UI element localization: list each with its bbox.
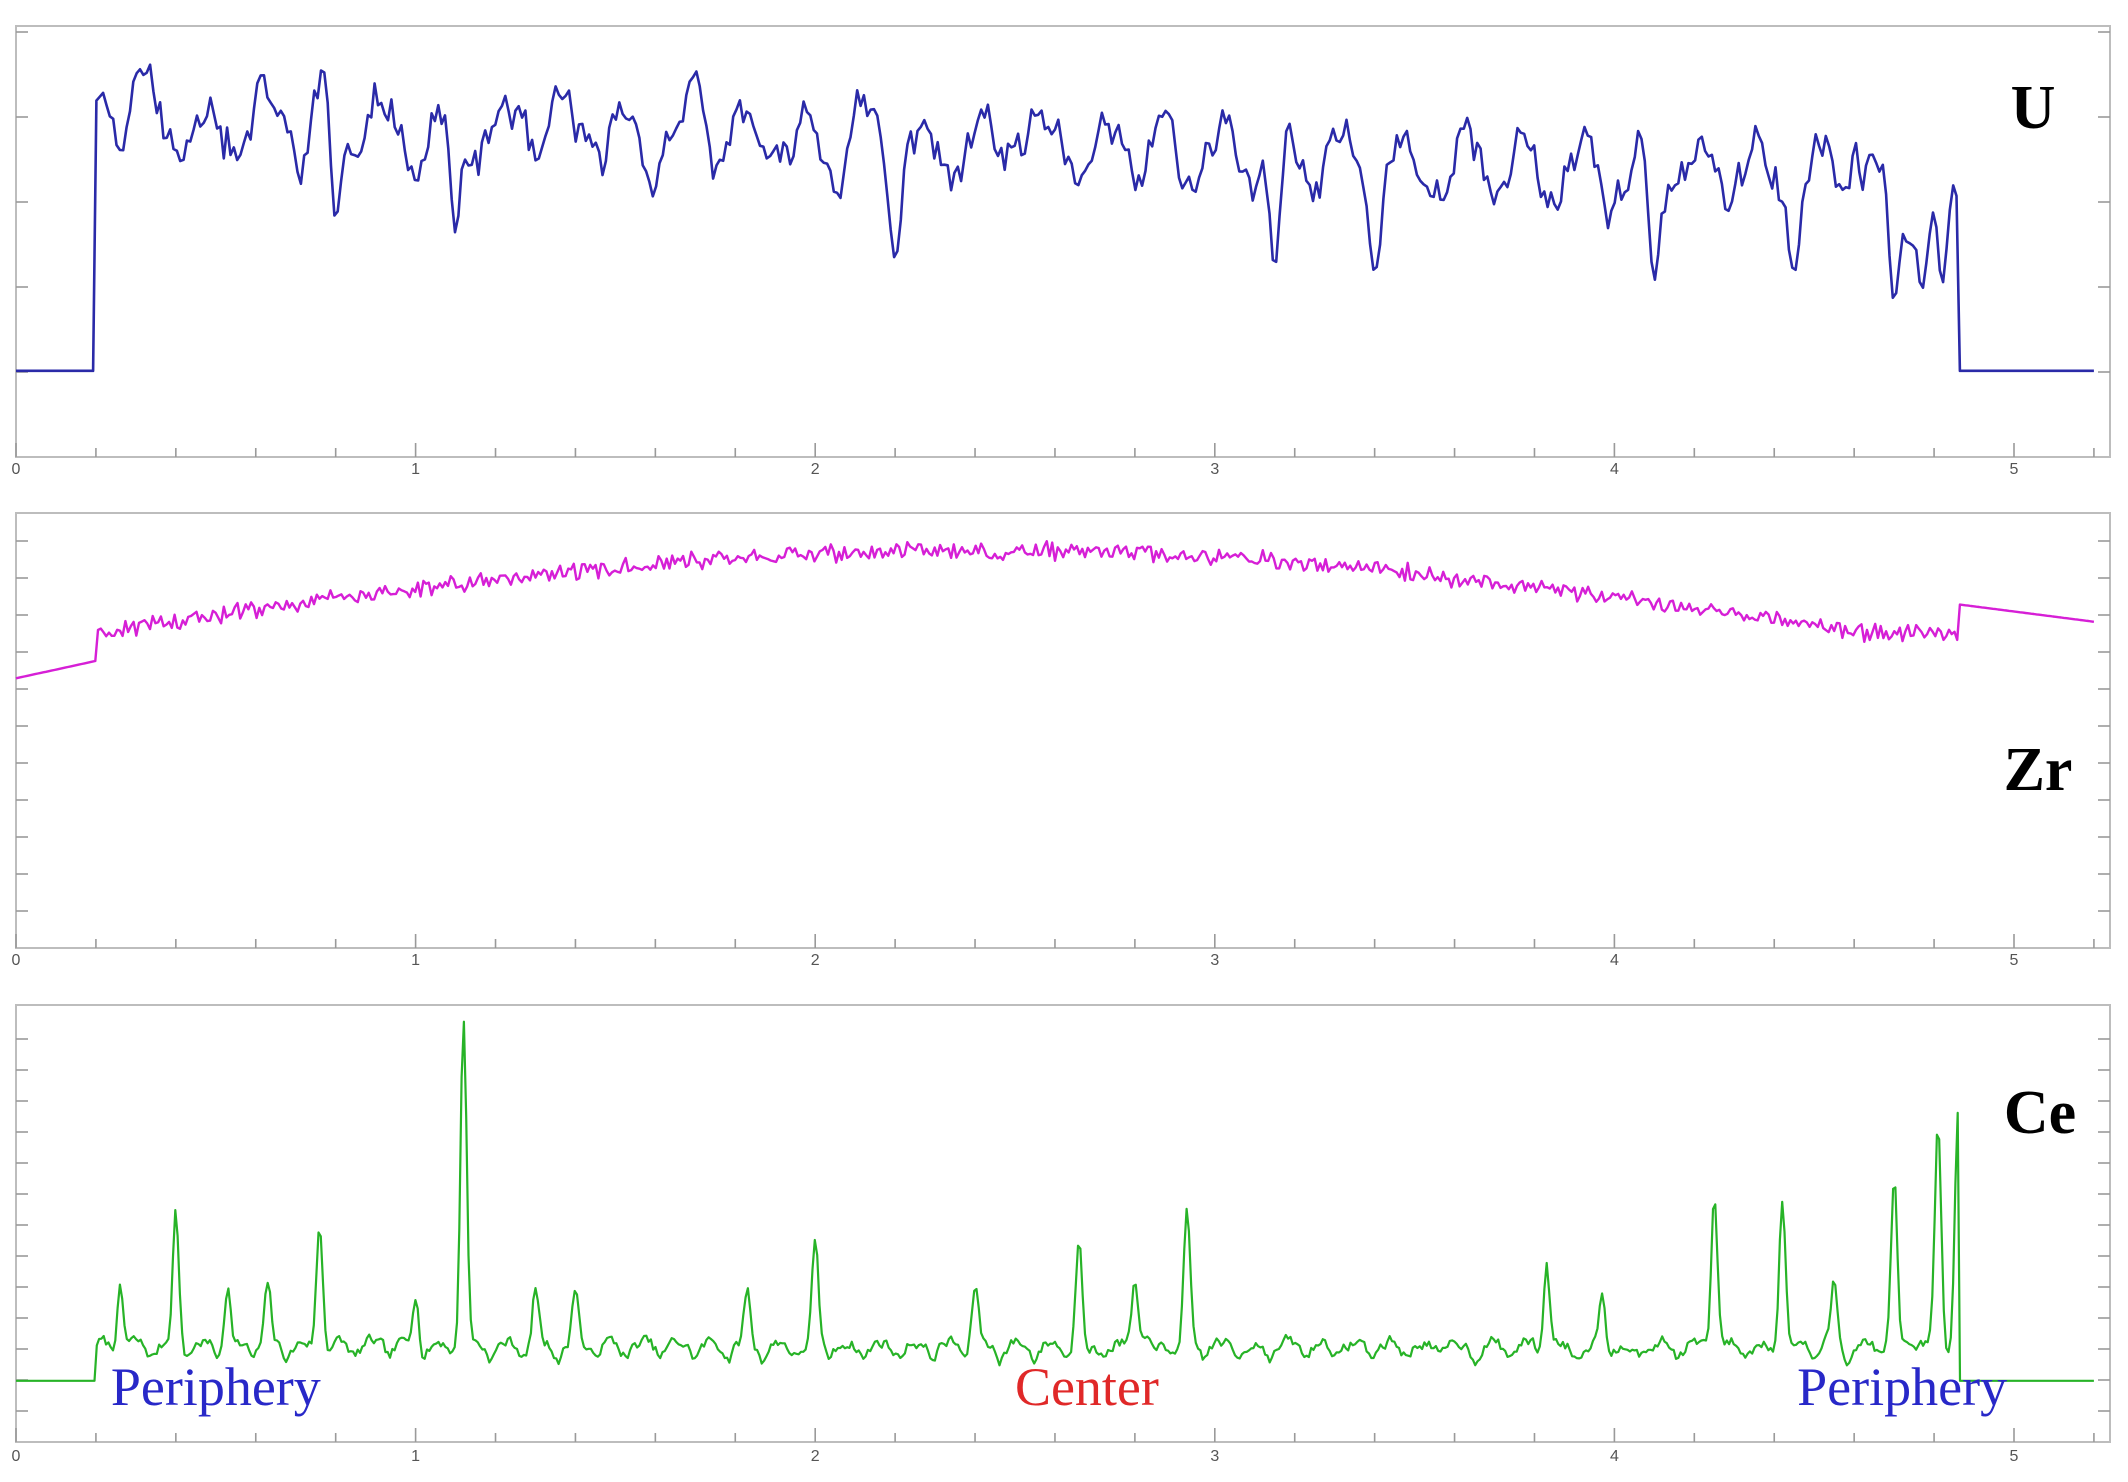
panel-u-xtick-3: 3 [1210, 461, 1219, 478]
panel-ce: Ce Periphery Center Periphery 0 1 2 3 4 … [12, 1004, 2111, 1465]
panel-ce-ticks [15, 1038, 2110, 1442]
panel-u-series-line [16, 63, 2094, 373]
panel-ce-xtick-1: 1 [411, 1448, 420, 1465]
panel-ce-label: Ce [2004, 1079, 2076, 1147]
panel-zr-xtick-2: 2 [811, 952, 820, 969]
panel-ce-xtick-0: 0 [12, 1448, 21, 1465]
panel-u-xtick-0: 0 [12, 461, 21, 478]
panel-ce-xtick-3: 3 [1210, 1448, 1219, 1465]
panel-ce-xtick-2: 2 [811, 1448, 820, 1465]
panel-zr-series-line [15, 540, 2095, 680]
panel-u-frame [15, 25, 2111, 458]
panel-zr-xtick-1: 1 [411, 952, 420, 969]
panel-zr-label: Zr [2004, 736, 2073, 804]
panel-zr-ticks [15, 540, 2110, 948]
panel-u: U 0 1 2 3 4 5 [12, 25, 2111, 478]
annotation-periphery-right: Periphery [1797, 1357, 2007, 1417]
panel-ce-xtick-5: 5 [2010, 1448, 2019, 1465]
panel-zr: Zr 0 1 2 3 4 5 [12, 512, 2111, 969]
panel-u-xtick-4: 4 [1610, 461, 1619, 478]
panel-zr-xtick-5: 5 [2010, 952, 2019, 969]
panel-zr-xtick-4: 4 [1610, 952, 1619, 969]
annotation-periphery-left: Periphery [111, 1357, 321, 1417]
panel-ce-frame [15, 1004, 2111, 1443]
panel-u-xtick-1: 1 [411, 461, 420, 478]
panel-ce-series-line [16, 1020, 2094, 1382]
panel-zr-frame [15, 512, 2111, 949]
annotation-center: Center [1015, 1357, 1159, 1417]
panel-ce-xtick-4: 4 [1610, 1448, 1619, 1465]
panel-zr-xtick-3: 3 [1210, 952, 1219, 969]
panel-zr-xtick-0: 0 [12, 952, 21, 969]
panel-u-xtick-2: 2 [811, 461, 820, 478]
panel-u-xtick-5: 5 [2010, 461, 2019, 478]
panel-u-label: U [2011, 74, 2056, 142]
